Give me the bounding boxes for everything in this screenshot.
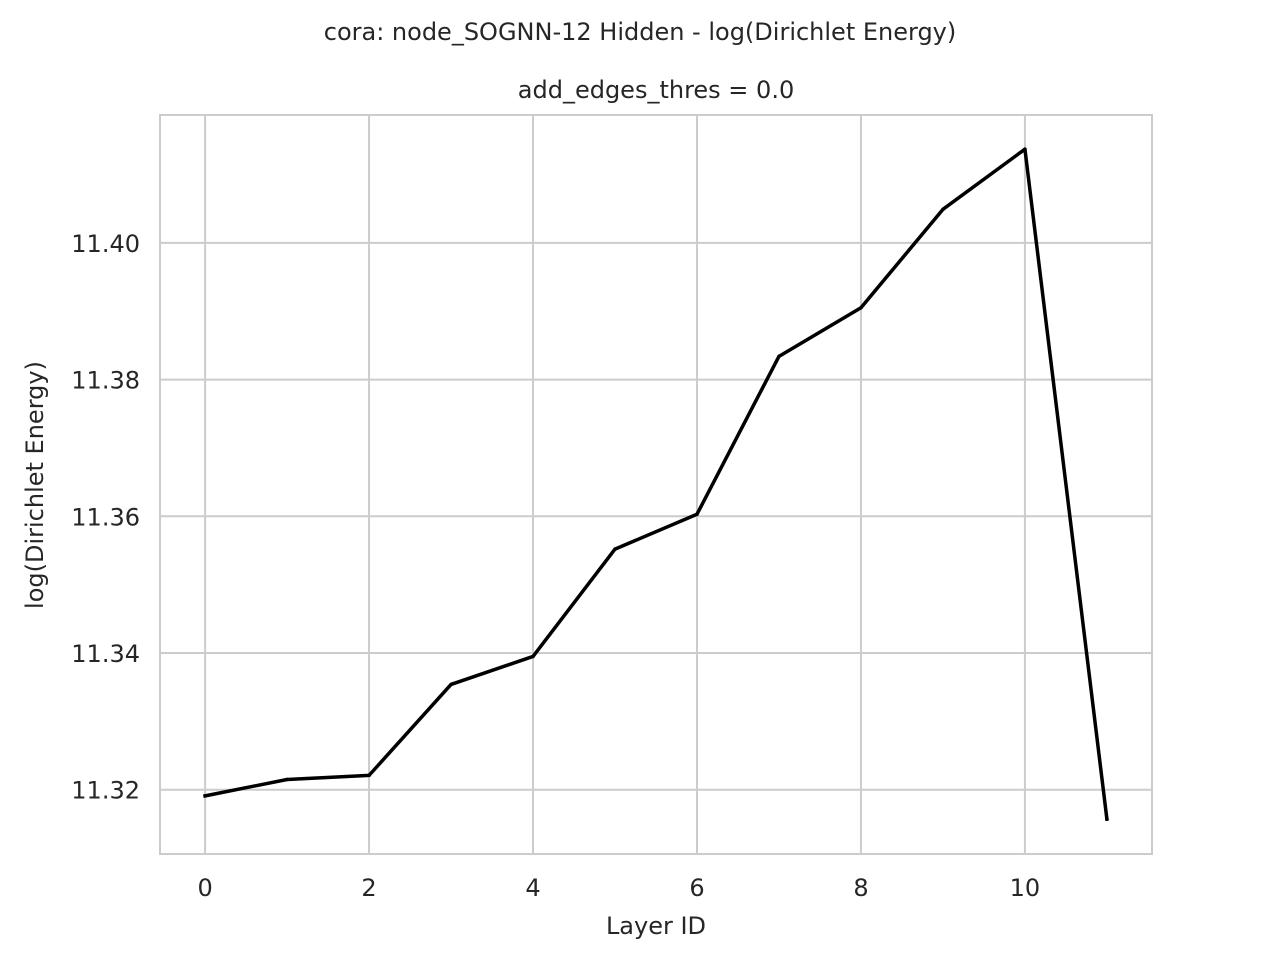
data-point (695, 512, 699, 516)
data-point (1105, 817, 1109, 821)
y-axis-ticks: 11.32 11.34 11.36 11.38 11.40 (71, 230, 140, 805)
x-axis-label: Layer ID (606, 912, 706, 940)
y-tick-label: 11.38 (71, 367, 140, 395)
series-layer (203, 147, 1109, 822)
data-point (203, 794, 207, 798)
chart-title: cora: node_SOGNN-12 Hidden - log(Dirichl… (324, 18, 957, 46)
plot-frame (159, 114, 1153, 855)
data-point (449, 682, 453, 687)
data-point (613, 547, 617, 551)
y-tick-label: 11.34 (71, 640, 140, 668)
x-axis-ticks: 0 2 4 6 8 10 (197, 874, 1040, 902)
x-tick-label: 4 (525, 874, 540, 902)
data-point (285, 777, 289, 782)
y-tick-label: 11.32 (71, 777, 140, 805)
data-point (531, 654, 535, 659)
chart-subtitle: add_edges_thres = 0.0 (518, 76, 794, 104)
series-line (203, 147, 1109, 822)
x-tick-label: 0 (197, 874, 212, 902)
data-point (367, 773, 371, 778)
x-tick-label: 10 (1010, 874, 1041, 902)
y-tick-label: 11.40 (71, 230, 140, 258)
x-tick-label: 2 (361, 874, 376, 902)
x-tick-label: 6 (689, 874, 704, 902)
grid (160, 115, 1152, 854)
data-point (941, 207, 945, 212)
x-tick-label: 8 (853, 874, 868, 902)
data-point (1023, 147, 1027, 151)
y-tick-label: 11.36 (71, 503, 140, 531)
data-point (777, 354, 781, 359)
data-point (859, 306, 863, 310)
y-axis-label: log(Dirichlet Energy) (21, 361, 49, 609)
